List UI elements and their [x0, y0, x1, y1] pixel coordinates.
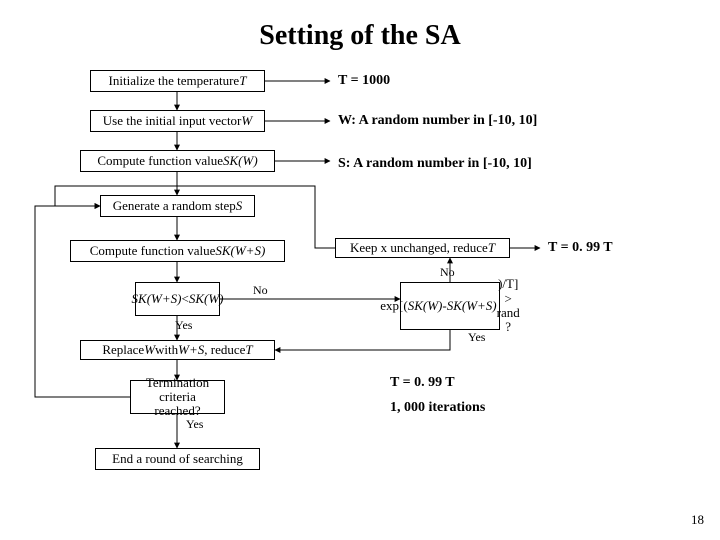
node-initial-input-vector: Use the initial input vector W — [90, 110, 265, 132]
slide-title: Setting of the SA — [0, 20, 720, 52]
node-replace-w: Replace W with W+S, reduce T — [80, 340, 275, 360]
node-compare-sk: SK(W+S)< SK(W) — [135, 282, 220, 316]
annotation-t-0-99-b: T = 0. 99 T — [390, 375, 455, 391]
page-number: 18 — [691, 512, 704, 528]
annotation-t-0-99-a: T = 0. 99 T — [548, 240, 613, 256]
annotation-w-random: W: A random number in [-10, 10] — [338, 113, 537, 129]
node-keep-x-reduce-t: Keep x unchanged, reduce T — [335, 238, 510, 258]
slide-canvas: { "title": "Setting of the SA", "page_nu… — [0, 0, 720, 540]
node-generate-random-step: Generate a random step S — [100, 195, 255, 217]
edge-label-no-1: No — [253, 283, 268, 298]
node-end-round: End a round of searching — [95, 448, 260, 470]
node-compute-sk-w-plus-s: Compute function value SK(W+S) — [70, 240, 285, 262]
edge-label-no-2: No — [440, 265, 455, 280]
annotation-iterations: 1, 000 iterations — [390, 400, 485, 416]
node-initialize-temperature: Initialize the temperature T — [90, 70, 265, 92]
edge-label-yes-3: Yes — [186, 417, 203, 432]
node-exp-test: exp[(SK(W) - SK(W+S))/T] > rand ? — [400, 282, 500, 330]
annotation-t-1000: T = 1000 — [338, 73, 390, 89]
node-termination-criteria: Termination criteria reached? — [130, 380, 225, 414]
node-compute-sk-w: Compute function value SK(W) — [80, 150, 275, 172]
annotation-s-random: S: A random number in [-10, 10] — [338, 156, 532, 172]
edge-label-yes-1: Yes — [175, 318, 192, 333]
edge-label-yes-2: Yes — [468, 330, 485, 345]
